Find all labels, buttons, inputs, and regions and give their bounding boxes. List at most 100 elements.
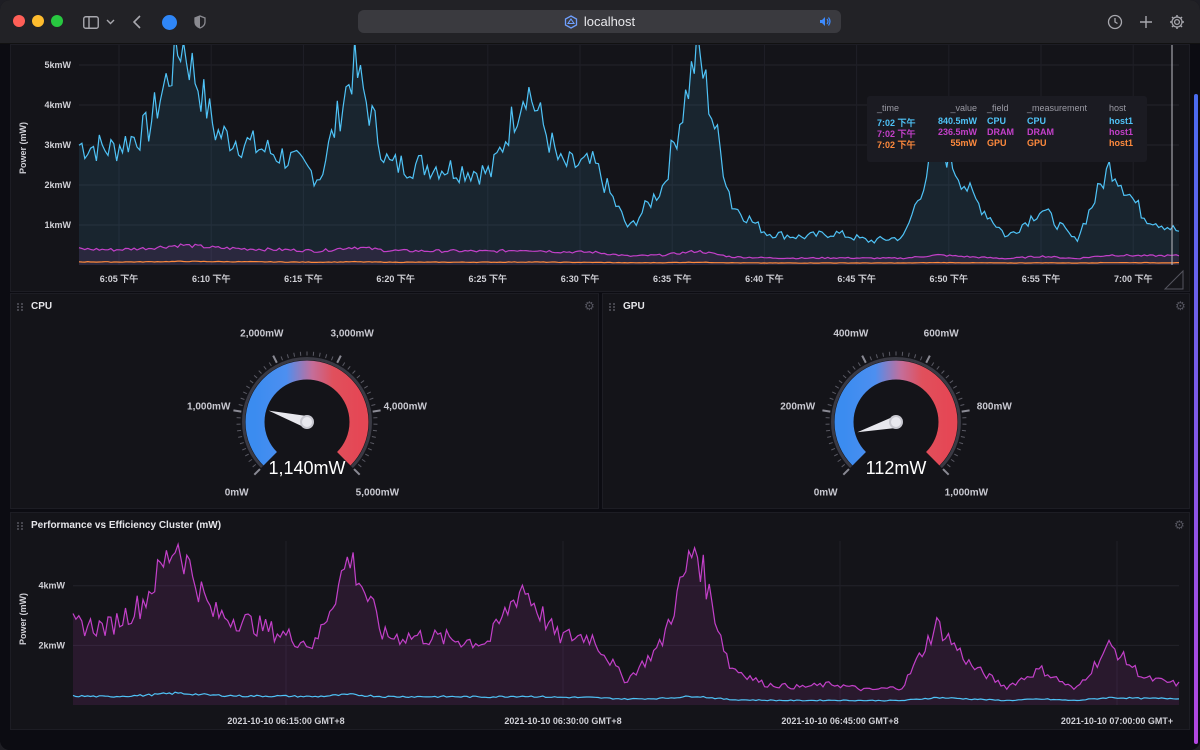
safari-compass-icon[interactable] bbox=[160, 12, 178, 32]
gauge-minor-tick bbox=[263, 365, 267, 370]
legend-header-host: host bbox=[1109, 103, 1127, 113]
gauge-hub-inner bbox=[891, 417, 901, 427]
gear-icon[interactable]: ⚙ bbox=[1174, 518, 1185, 532]
x-tick-label: 6:30 下午 bbox=[561, 273, 600, 284]
x-tick-label: 6:55 下午 bbox=[1022, 273, 1061, 284]
resize-handle-icon[interactable] bbox=[1163, 269, 1184, 290]
site-icon bbox=[564, 14, 577, 29]
legend-cell-measurement: GPU bbox=[1027, 138, 1047, 148]
gauge-value: 1,140mW bbox=[268, 458, 345, 478]
legend-cell-host: host1 bbox=[1109, 127, 1134, 137]
sidebar-icon[interactable] bbox=[82, 12, 100, 32]
legend-cell-time: 7:02 下午 bbox=[877, 129, 916, 139]
power-timeseries-chart[interactable]: 5kmW 4kmW 3kmW 2kmW 1kmW 6:05 下午 6:10 下午 6:15 … bbox=[11, 45, 1191, 293]
history-icon[interactable] bbox=[1106, 12, 1124, 32]
legend-cell-value: 840.5mW bbox=[937, 116, 977, 126]
gauge-minor-tick bbox=[946, 464, 951, 468]
legend-row: 7:02 下午 55mW GPU GPU host1 bbox=[867, 138, 1147, 150]
gauge-tick-label: 2,000mW bbox=[240, 328, 284, 339]
x-tick-label: 6:40 下午 bbox=[745, 273, 784, 284]
gauge-minor-tick bbox=[240, 397, 245, 400]
gauge-minor-tick bbox=[286, 354, 289, 359]
gauge-minor-tick bbox=[831, 447, 836, 451]
y-tick-label: 4kmW bbox=[38, 581, 65, 591]
y-tick-label: 4kmW bbox=[44, 100, 71, 110]
chevron-down-icon[interactable] bbox=[105, 12, 115, 32]
gauge-minor-tick bbox=[842, 375, 847, 379]
chart-series bbox=[78, 45, 1180, 265]
gauge-needle bbox=[857, 416, 898, 433]
y-axis: 5kmW 4kmW 3kmW 2kmW 1kmW bbox=[44, 60, 71, 230]
legend-cell-measurement: CPU bbox=[1027, 116, 1047, 126]
back-icon[interactable] bbox=[131, 12, 143, 32]
gauge-minor-tick bbox=[365, 453, 370, 457]
new-tab-icon[interactable] bbox=[1137, 12, 1155, 32]
legend-header-time: _time bbox=[877, 103, 900, 113]
panel-title: CPU bbox=[31, 301, 53, 312]
panel-title: GPU bbox=[623, 301, 645, 312]
gauge-major-tick bbox=[372, 409, 381, 413]
dashboard-content: 5kmW 4kmW 3kmW 2kmW 1kmW 6:05 下午 6:10 下午 6:15 … bbox=[0, 44, 1200, 750]
gauge-minor-tick bbox=[835, 385, 840, 389]
gauge-minor-tick bbox=[952, 385, 957, 389]
gauge-minor-tick bbox=[253, 375, 258, 379]
x-tick-label: 2021-10-10 07:00:00 GMT+ bbox=[1061, 716, 1173, 726]
y-axis-label: Power (mW) bbox=[18, 122, 28, 174]
gauge-minor-tick bbox=[914, 354, 917, 359]
address-bar[interactable]: localhost bbox=[358, 10, 841, 33]
x-tick-label: 6:05 下午 bbox=[100, 273, 139, 284]
gauge-minor-tick bbox=[936, 365, 940, 370]
gauge-minor-tick bbox=[258, 370, 262, 374]
x-tick-label: 6:10 下午 bbox=[192, 273, 231, 284]
y-tick-label: 2kmW bbox=[44, 180, 71, 190]
close-window-button[interactable] bbox=[13, 15, 25, 27]
page-scrollbar[interactable] bbox=[1194, 94, 1198, 744]
gauge-tick-label: 200mW bbox=[780, 401, 816, 412]
x-tick-label: 6:50 下午 bbox=[930, 273, 969, 284]
gauge-minor-tick bbox=[958, 397, 963, 400]
legend-cell-host: host1 bbox=[1109, 138, 1134, 148]
settings-gear-icon[interactable] bbox=[1168, 12, 1186, 32]
gear-icon[interactable]: ⚙ bbox=[584, 299, 595, 313]
gauge-tick-label: 600mW bbox=[924, 328, 960, 339]
y-tick-label: 2kmW bbox=[38, 640, 65, 650]
gauge-minor-tick bbox=[827, 436, 832, 438]
gauge-minor-tick bbox=[367, 447, 372, 451]
x-tick-label: 2021-10-10 06:45:00 GMT+8 bbox=[781, 716, 898, 726]
gauge-minor-tick bbox=[875, 354, 878, 359]
gauge-minor-tick bbox=[960, 436, 965, 438]
gear-icon[interactable]: ⚙ bbox=[1175, 299, 1186, 313]
gauge-minor-tick bbox=[372, 429, 378, 432]
gauge-minor-tick bbox=[949, 380, 954, 384]
legend-cell-time: 7:02 下午 bbox=[877, 118, 916, 128]
gauge-minor-tick bbox=[829, 397, 834, 400]
gauge-minor-tick bbox=[366, 391, 372, 395]
drag-handle-icon[interactable] bbox=[17, 303, 25, 312]
gauge-minor-tick bbox=[357, 464, 362, 468]
cpu-gauge: 0mW 1,000mW 2,000mW 3,000mW 4,000mW 5,000mW 1,… bbox=[187, 328, 427, 498]
gauge-tick-label: 400mW bbox=[833, 328, 869, 339]
shield-icon[interactable] bbox=[193, 12, 207, 32]
series-area bbox=[79, 244, 1179, 265]
legend-tooltip: _time _value _field _measurement host 7:… bbox=[867, 96, 1147, 162]
legend-header-measurement: _measurement bbox=[1027, 103, 1088, 113]
gauge-minor-tick bbox=[318, 352, 321, 357]
drag-handle-icon[interactable] bbox=[609, 303, 617, 312]
gauge-minor-tick bbox=[954, 453, 959, 457]
zoom-window-button[interactable] bbox=[51, 15, 63, 27]
gauge-minor-tick bbox=[238, 403, 243, 406]
gauge-minor-tick bbox=[833, 453, 838, 457]
drag-handle-icon[interactable] bbox=[17, 522, 25, 531]
speaker-icon[interactable] bbox=[819, 16, 831, 27]
gauge-minor-tick bbox=[361, 458, 366, 463]
minimize-window-button[interactable] bbox=[32, 15, 44, 27]
gauge-tick-label: 0mW bbox=[814, 487, 838, 498]
gauge-tick-label: 800mW bbox=[977, 401, 1013, 412]
legend-cell-field: GPU bbox=[987, 138, 1007, 148]
legend-cell-field: DRAM bbox=[987, 127, 1014, 137]
legend-row: 7:02 下午 840.5mW CPU CPU host1 bbox=[867, 116, 1147, 128]
gauge-minor-tick bbox=[360, 380, 365, 384]
y-axis-label: Power (mW) bbox=[18, 593, 28, 645]
gauge-minor-tick bbox=[325, 354, 328, 359]
